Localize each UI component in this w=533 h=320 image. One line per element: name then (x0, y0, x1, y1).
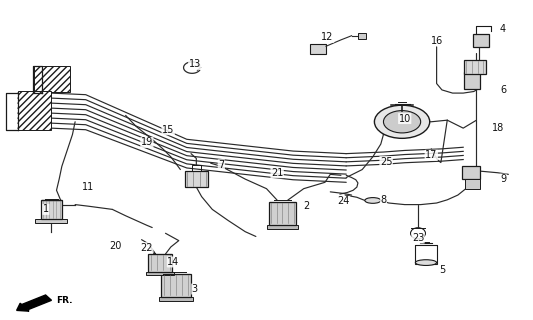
Text: 10: 10 (399, 114, 411, 124)
Bar (35, 219, 67, 223)
Bar (465, 179, 480, 189)
Text: 20: 20 (109, 241, 121, 251)
Text: 22: 22 (141, 243, 153, 252)
Bar (266, 225, 298, 228)
Bar (358, 33, 367, 39)
Ellipse shape (410, 228, 425, 239)
Text: 19: 19 (141, 138, 153, 148)
Bar (462, 166, 480, 179)
Text: 15: 15 (162, 125, 174, 135)
Text: 11: 11 (82, 182, 94, 192)
Bar (464, 72, 480, 89)
Bar (473, 34, 489, 47)
Bar (149, 254, 172, 271)
Bar (34, 66, 70, 92)
Text: 24: 24 (337, 196, 350, 206)
Text: 7: 7 (218, 160, 224, 170)
Ellipse shape (365, 197, 381, 203)
Text: 16: 16 (431, 36, 443, 45)
Bar (464, 60, 486, 74)
Text: 17: 17 (425, 150, 438, 160)
Text: 23: 23 (412, 233, 424, 243)
Text: 4: 4 (500, 24, 506, 34)
Circle shape (383, 111, 421, 133)
Bar (184, 171, 208, 187)
Text: FR.: FR. (56, 296, 73, 305)
Ellipse shape (415, 260, 437, 266)
Text: 18: 18 (491, 123, 504, 133)
Bar (18, 92, 51, 130)
Text: 12: 12 (321, 32, 334, 42)
Text: 3: 3 (192, 284, 198, 294)
Bar (269, 202, 296, 225)
Text: 13: 13 (189, 60, 201, 69)
Bar (41, 200, 62, 219)
Text: 6: 6 (500, 85, 506, 95)
Text: 25: 25 (380, 156, 392, 167)
Text: 9: 9 (500, 174, 506, 184)
Bar (161, 274, 191, 297)
Text: 2: 2 (303, 201, 310, 211)
Text: 1: 1 (43, 204, 49, 214)
Bar (147, 271, 174, 275)
Bar (415, 245, 437, 264)
Text: 5: 5 (439, 265, 445, 275)
Bar (310, 44, 326, 54)
Circle shape (374, 105, 430, 138)
Bar (159, 297, 193, 301)
Text: 8: 8 (381, 195, 386, 205)
FancyArrow shape (17, 295, 52, 311)
Text: 14: 14 (167, 257, 180, 267)
Text: 21: 21 (271, 168, 284, 178)
